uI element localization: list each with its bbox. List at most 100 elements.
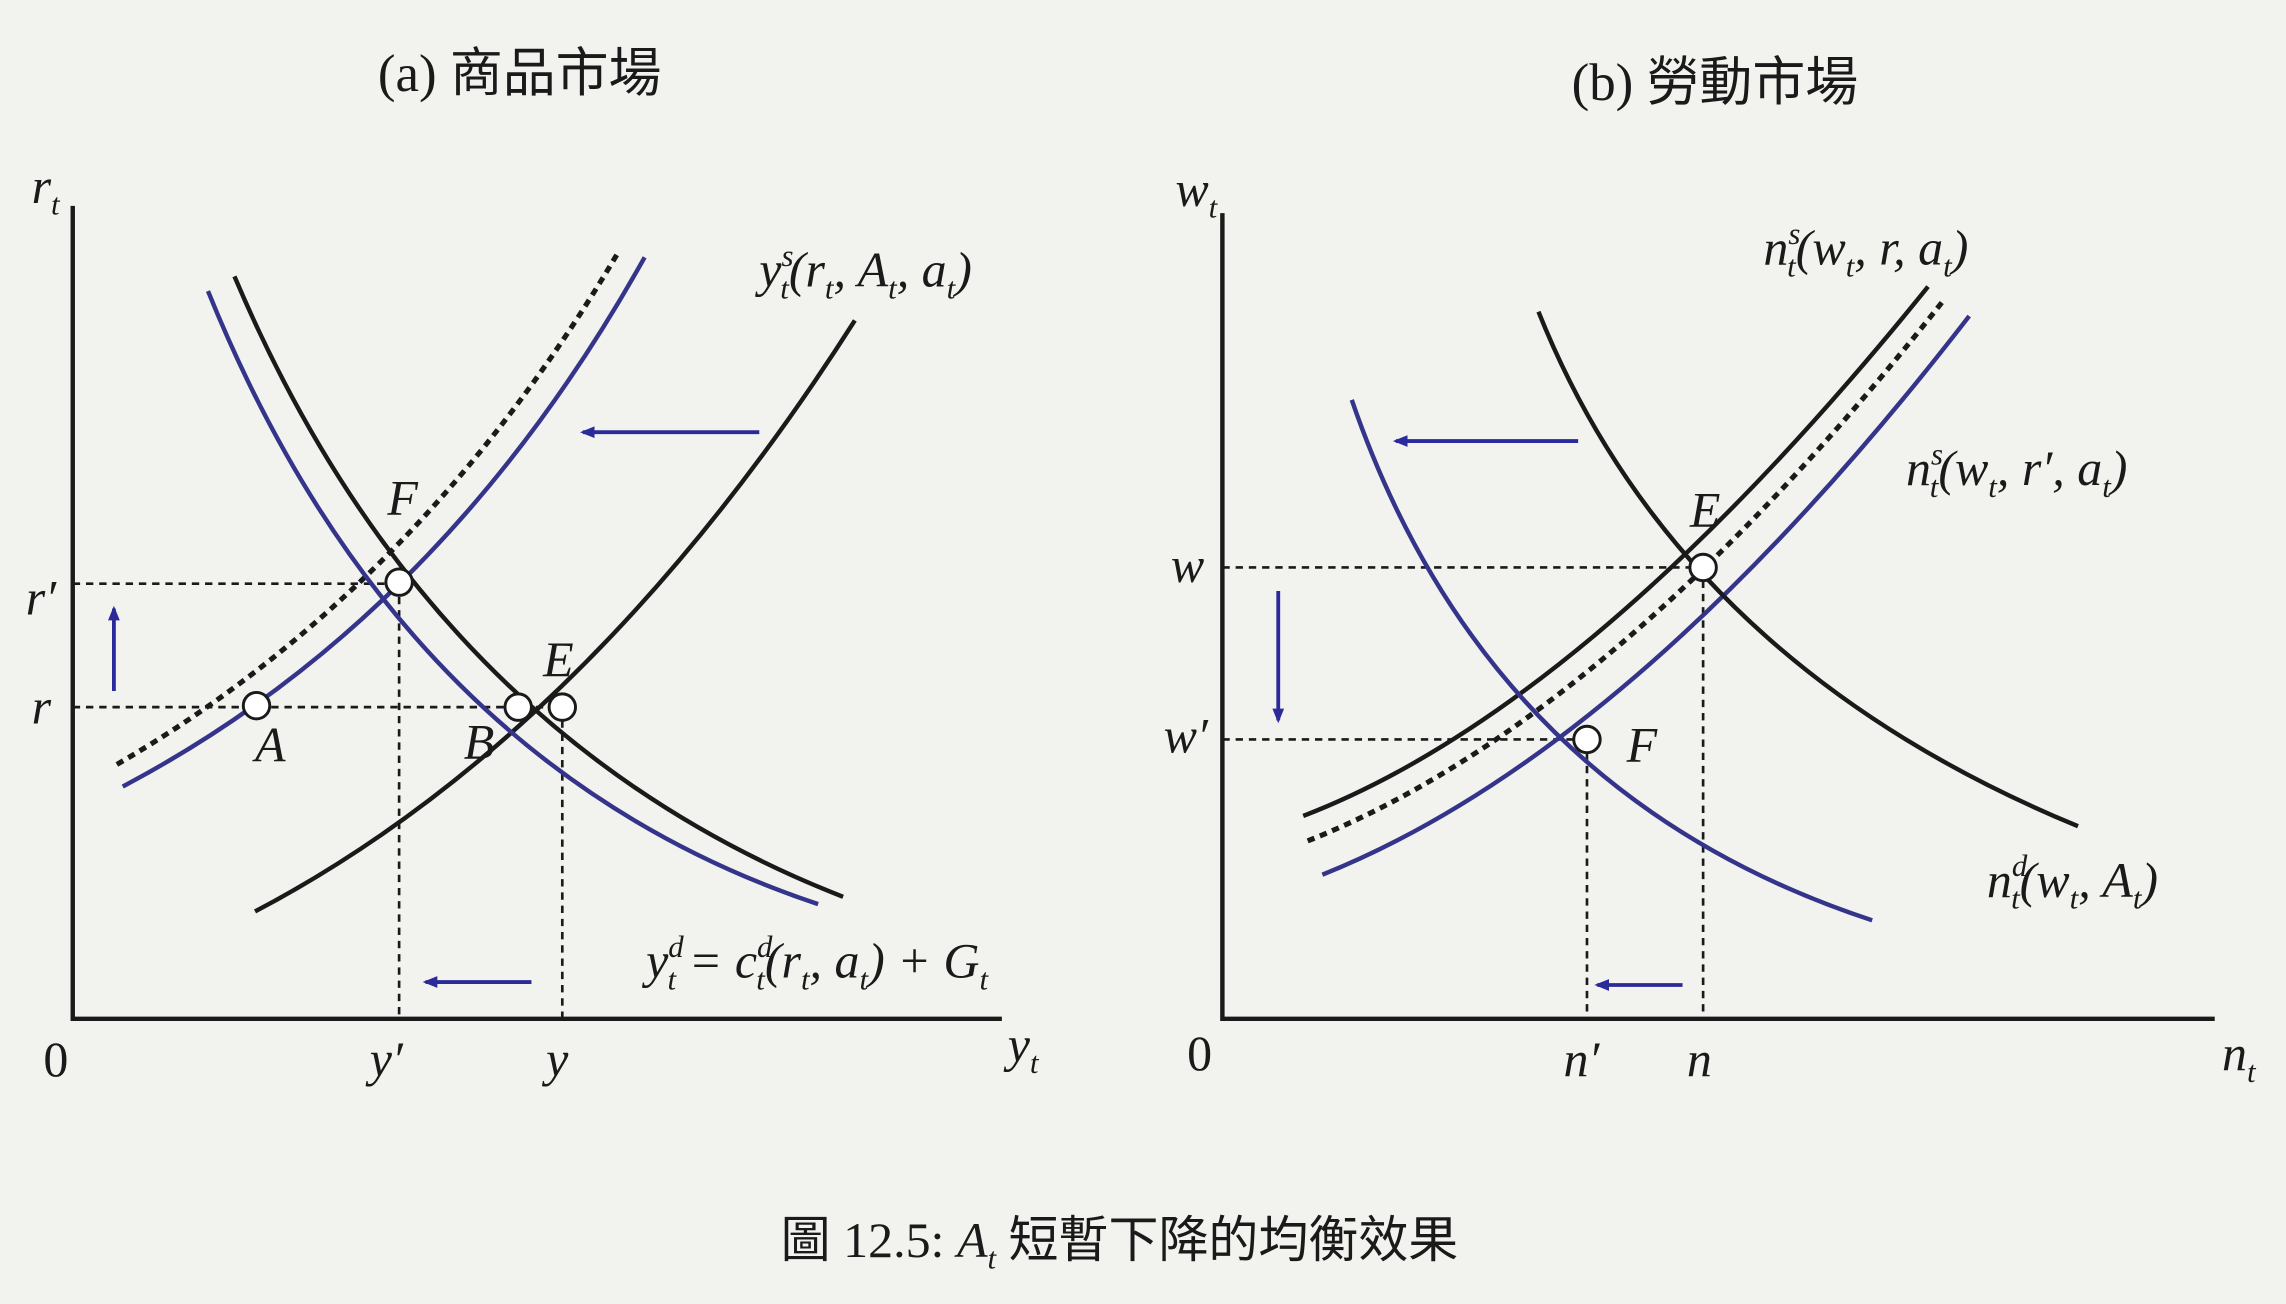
- text-part: t: [51, 187, 61, 222]
- x-tick-label: n: [1687, 1031, 1712, 1087]
- y-axis-label: wt: [1175, 161, 1218, 225]
- text-part: , A: [2078, 852, 2133, 908]
- text-part: ): [1949, 220, 1969, 276]
- text-part: t: [780, 270, 790, 305]
- text-part: t: [668, 961, 678, 996]
- text-part: n: [1987, 852, 2012, 908]
- point: [1688, 552, 1718, 583]
- point: [384, 567, 414, 597]
- point-label: B: [464, 714, 495, 770]
- curve-label: ns t(wt, r′, at): [1906, 437, 2127, 504]
- guide-line: [1222, 566, 1705, 1019]
- supply-curve-shifted: [1321, 314, 1971, 877]
- panel-title: (b) 勞動市場: [1572, 54, 1859, 112]
- text-part: s: [781, 238, 793, 273]
- text-part: t: [987, 1241, 997, 1276]
- curve-label: ns t(wt, r, at): [1763, 216, 1968, 283]
- origin-label: 0: [43, 1031, 68, 1087]
- axes: [1220, 213, 2215, 1022]
- text-part: (w: [1938, 440, 1988, 496]
- text-part: d: [757, 929, 773, 964]
- point-label: F: [386, 470, 418, 526]
- text-part: t: [756, 961, 766, 996]
- y-tick-label: r: [32, 678, 52, 734]
- guide-line: [72, 582, 401, 1019]
- text-part: (w: [1796, 220, 1846, 276]
- point-label: A: [252, 717, 286, 773]
- curve-label: nd t(wt, At): [1987, 848, 2158, 915]
- supply-curve: [1302, 285, 1930, 818]
- text-part: t: [1943, 248, 1953, 283]
- point: [503, 692, 533, 722]
- supply-curve-intermediate: [1306, 299, 1945, 844]
- text-part: n: [1906, 440, 1931, 496]
- text-part: r: [32, 158, 52, 214]
- text-part: = c: [676, 933, 757, 989]
- demand-curve: [232, 275, 844, 899]
- text-part: y: [754, 242, 782, 298]
- text-part: A: [954, 1212, 988, 1268]
- y-tick-label: w′: [1164, 708, 1209, 764]
- axes: [70, 205, 1002, 1022]
- point: [241, 690, 272, 721]
- demand-curve-shifted: [205, 290, 819, 907]
- text-part: t: [2247, 1054, 2257, 1089]
- text-part: n: [2222, 1025, 2247, 1081]
- text-part: t: [801, 961, 811, 996]
- text-part: 短暫下降的均衡效果: [996, 1212, 1458, 1268]
- text-part: t: [1930, 469, 1940, 504]
- text-part: s: [1931, 437, 1943, 472]
- text-part: t: [888, 270, 898, 305]
- x-axis-label: yt: [1003, 1016, 1040, 1080]
- text-part: , r′, a: [1997, 440, 2102, 496]
- caption: 圖 12.5: At 短暫下降的均衡效果: [781, 1212, 1459, 1276]
- text-part: t: [2102, 469, 2112, 504]
- text-part: , a: [897, 242, 947, 298]
- text-part: ): [2138, 852, 2158, 908]
- text-part: t: [1209, 190, 1219, 225]
- text-part: y: [1003, 1016, 1031, 1072]
- point-label: F: [1626, 717, 1658, 773]
- supply-curve-intermediate: [115, 248, 622, 767]
- text-part: , r, a: [1854, 220, 1943, 276]
- supply-curve: [254, 319, 857, 914]
- point-label: E: [542, 631, 574, 687]
- text-part: t: [980, 961, 990, 996]
- text-part: w: [1175, 161, 1208, 217]
- text-part: n: [1763, 220, 1788, 276]
- supply-curve-shifted: [121, 256, 647, 789]
- text-part: ): [952, 242, 972, 298]
- text-part: t: [860, 961, 870, 996]
- text-part: ) + G: [865, 933, 979, 989]
- point-label: E: [1689, 481, 1721, 537]
- text-part: d: [2012, 848, 2028, 883]
- curve-label: yd t = cd t(rt, at) + Gt: [641, 929, 989, 996]
- origin-label: 0: [1187, 1025, 1212, 1081]
- text-part: t: [2133, 881, 2143, 916]
- text-part: , A: [834, 242, 889, 298]
- point: [1572, 724, 1602, 755]
- text-part: d: [668, 929, 684, 964]
- text-part: ): [2108, 440, 2128, 496]
- text-part: (r: [789, 242, 826, 298]
- text-part: t: [1988, 469, 1998, 504]
- text-part: y: [641, 933, 669, 989]
- demand-curve: [1536, 310, 2079, 829]
- text-part: s: [1788, 216, 1800, 251]
- panel-title: (a) 商品市場: [378, 45, 662, 103]
- x-tick-label: y: [541, 1031, 569, 1087]
- panel-goods-market: (a) 商品市場 rt yt 0 F A B E r′ r y′ y ys t(r…: [26, 45, 1040, 1087]
- y-axis-label: rt: [32, 158, 61, 222]
- text-part: t: [1846, 248, 1856, 283]
- x-tick-label: y′: [365, 1031, 404, 1087]
- text-part: t: [947, 270, 957, 305]
- x-axis-label: nt: [2222, 1025, 2257, 1089]
- text-part: t: [2011, 881, 2021, 916]
- text-part: (r: [765, 933, 802, 989]
- point: [547, 692, 578, 722]
- x-tick-label: n′: [1563, 1031, 1600, 1087]
- text-part: t: [1030, 1045, 1040, 1080]
- y-tick-label: w: [1171, 537, 1204, 593]
- text-part: 圖 12.5:: [781, 1212, 957, 1268]
